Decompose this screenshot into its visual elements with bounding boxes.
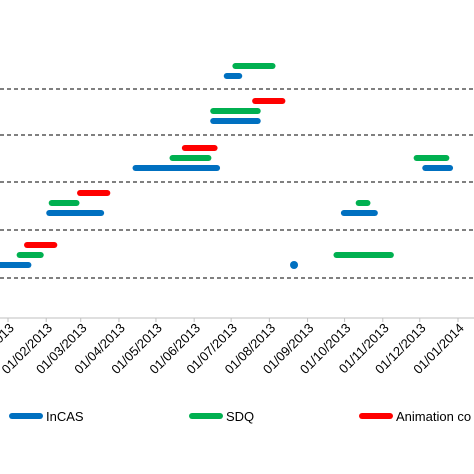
task-bar-incas — [46, 210, 105, 216]
legend-label: Animation co — [396, 409, 471, 424]
task-bar-animation-co — [24, 242, 58, 248]
legend-label: InCAS — [46, 409, 84, 424]
task-bar-animation-co — [77, 190, 111, 196]
task-bar-sdq — [333, 252, 394, 258]
task-bars — [0, 63, 454, 269]
task-bar-animation-co — [252, 98, 286, 104]
task-bar-sdq — [48, 200, 80, 206]
legend: InCAS SDQ Animation co — [9, 409, 471, 424]
task-bar-sdq — [169, 155, 212, 161]
task-bar-incas — [340, 210, 378, 216]
task-bar-sdq — [355, 200, 371, 206]
gridlines — [0, 88, 474, 319]
task-bar-incas — [422, 165, 454, 171]
task-bar-sdq — [413, 155, 450, 161]
x-axis-ticks: 01/01/201301/02/201301/03/201301/04/2013… — [0, 318, 467, 377]
task-bar-incas — [290, 261, 299, 269]
task-bar-sdq — [16, 252, 44, 258]
task-bar-incas — [210, 118, 261, 124]
legend-label: SDQ — [226, 409, 254, 424]
task-bar-incas — [0, 262, 32, 268]
task-bar-sdq — [210, 108, 261, 114]
task-bar-incas — [223, 73, 243, 79]
task-bar-sdq — [232, 63, 276, 69]
task-bar-animation-co — [181, 145, 218, 151]
task-bar-incas — [132, 165, 221, 171]
